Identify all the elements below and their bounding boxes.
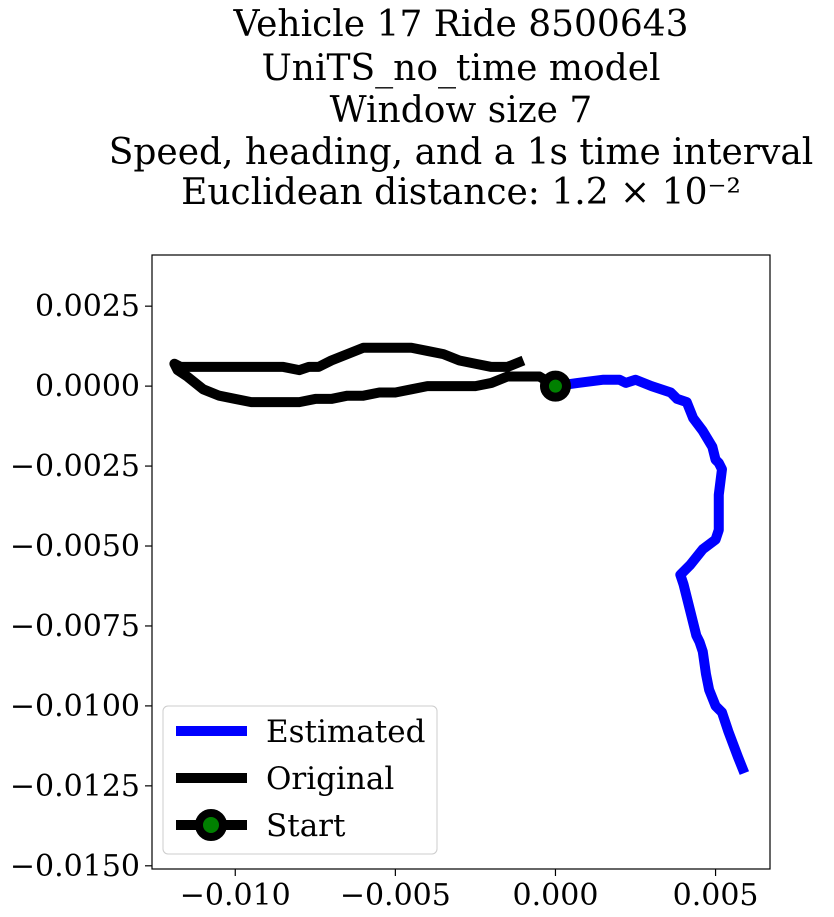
legend: Estimated Original Start [162,705,438,855]
title-line-3: Window size 7 [330,90,593,131]
title-line-4: Speed, heading, and a 1s time interval [109,132,814,173]
plot-frame [151,254,771,870]
x-tick-label: 0.000 [513,878,599,913]
chart-title: Vehicle 17 Ride 8500643 UniTS_no_time mo… [109,4,814,213]
y-tick-label: −0.0050 [10,529,140,564]
series-layer [169,342,750,775]
legend-label-start: Start [266,808,346,844]
x-tick-label: 0.005 [673,878,759,913]
start-marker [539,370,571,402]
legend-box [162,705,438,855]
marker-layer [539,370,571,402]
title-line-1: Vehicle 17 Ride 8500643 [232,4,688,45]
y-tick-label: 0.0025 [35,289,140,324]
title-line-5: Euclidean distance: 1.2 × 10⁻² [181,172,741,213]
y-tick-label: 0.0000 [35,369,140,404]
series-line-estimated [554,374,750,775]
x-tick-label: −0.010 [180,878,291,913]
legend-label-original: Original [266,761,394,797]
x-tick-label: −0.005 [340,878,451,913]
title-line-2: UniTS_no_time model [261,48,660,89]
series-line-original [169,342,559,408]
legend-swatch-start-marker [195,809,227,841]
y-tick-label: −0.0125 [10,769,140,804]
y-axis: 0.0025 0.0000 −0.0025 −0.0050 −0.0075 −0.0100… [10,289,152,884]
x-axis: −0.010 −0.005 0.000 0.005 [180,869,759,913]
y-tick-label: −0.0025 [10,449,140,484]
y-tick-label: −0.0150 [10,849,140,884]
y-tick-label: −0.0100 [10,689,140,724]
y-tick-label: −0.0075 [10,609,140,644]
legend-label-estimated: Estimated [266,714,425,750]
